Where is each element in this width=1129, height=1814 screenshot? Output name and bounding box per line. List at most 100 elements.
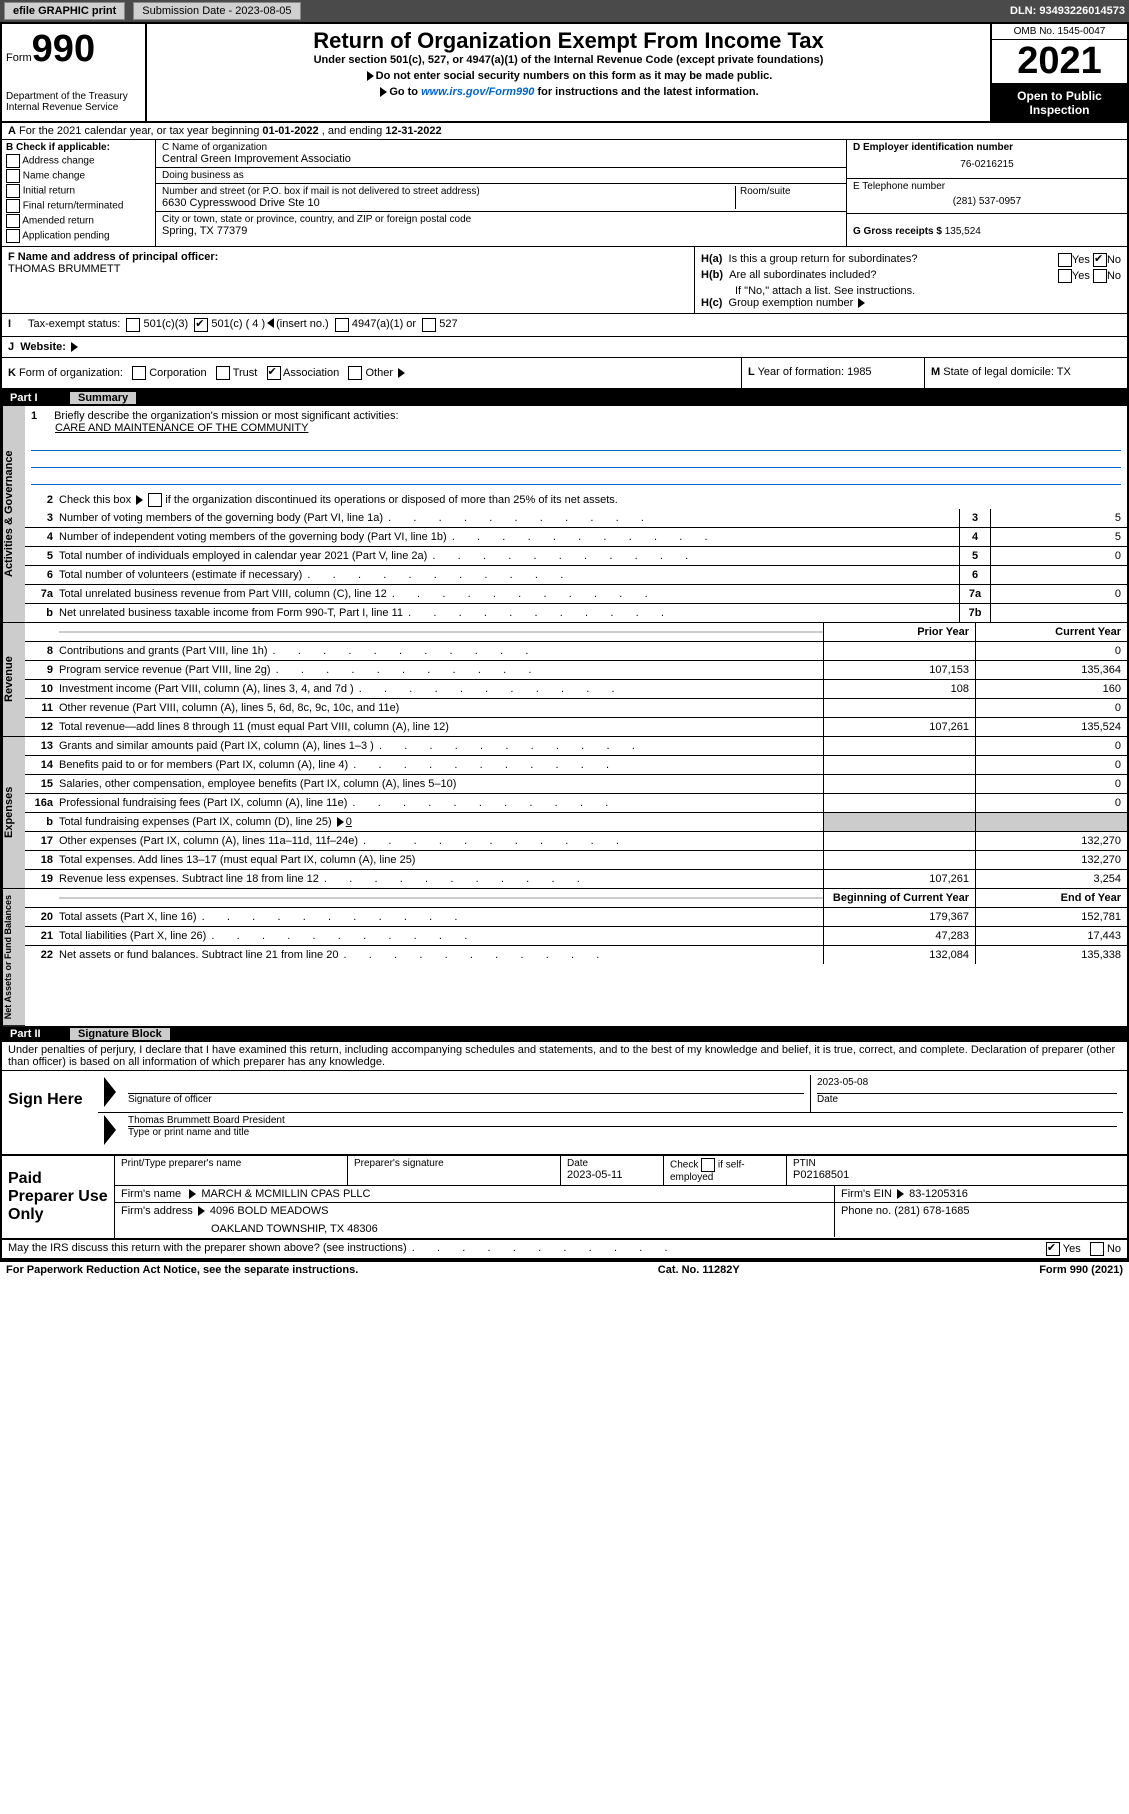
gross-receipts-value: 135,524 bbox=[945, 226, 981, 237]
firm-phone-label: Phone no. bbox=[841, 1205, 891, 1217]
firm-addr-label: Firm's address bbox=[121, 1205, 193, 1217]
corporation-checkbox[interactable] bbox=[132, 366, 146, 380]
irs-link[interactable]: www.irs.gov/Form990 bbox=[421, 86, 534, 98]
discuss-yes-checkbox[interactable] bbox=[1046, 1242, 1060, 1256]
501c3-checkbox[interactable] bbox=[126, 318, 140, 332]
signature-arrow-icon-2 bbox=[104, 1115, 116, 1145]
top-bar: efile GRAPHIC print Submission Date - 20… bbox=[0, 0, 1129, 22]
ptin-label: PTIN bbox=[793, 1158, 1121, 1169]
line-18-current: 132,270 bbox=[975, 851, 1127, 869]
org-name: Central Green Improvement Associatio bbox=[162, 153, 840, 165]
line-18: Total expenses. Add lines 13–17 (must eq… bbox=[59, 853, 823, 867]
signature-label: Signature of officer bbox=[128, 1094, 804, 1105]
date-label: Date bbox=[817, 1094, 1117, 1105]
line-6-value bbox=[990, 566, 1127, 584]
4947-checkbox[interactable] bbox=[335, 318, 349, 332]
other-checkbox[interactable] bbox=[348, 366, 362, 380]
line-10: Investment income (Part VIII, column (A)… bbox=[59, 682, 823, 696]
preparer-sig-label: Preparer's signature bbox=[354, 1158, 554, 1169]
line-13-prior bbox=[823, 737, 975, 755]
phone-value: (281) 537-0957 bbox=[853, 192, 1121, 211]
officer-label: F Name and address of principal officer: bbox=[8, 251, 218, 263]
name-change-checkbox[interactable]: Name change bbox=[6, 169, 151, 183]
ha-yes-checkbox[interactable] bbox=[1058, 253, 1072, 267]
line-5: Total number of individuals employed in … bbox=[59, 549, 959, 563]
side-label-governance: Activities & Governance bbox=[2, 406, 25, 623]
firm-addr-2: OAKLAND TOWNSHIP, TX 48306 bbox=[121, 1217, 828, 1235]
address-value: 6630 Cypresswood Drive Ste 10 bbox=[162, 197, 735, 209]
line-9-prior: 107,153 bbox=[823, 661, 975, 679]
form-identifier: Form 990 Department of the Treasury Inte… bbox=[2, 24, 147, 121]
form-org-label: Form of organization: bbox=[19, 367, 123, 379]
sign-date: 2023-05-08 bbox=[817, 1077, 1117, 1094]
line-22-current: 135,338 bbox=[975, 946, 1127, 964]
department: Department of the Treasury Internal Reve… bbox=[6, 91, 141, 113]
cat-number: Cat. No. 11282Y bbox=[658, 1264, 740, 1276]
address-change-checkbox[interactable]: Address change bbox=[6, 154, 151, 168]
instruction-2: Go to www.irs.gov/Form990 for instructio… bbox=[151, 86, 986, 98]
line-11: Other revenue (Part VIII, column (A), li… bbox=[59, 701, 823, 715]
line-12-current: 135,524 bbox=[975, 718, 1127, 736]
room-suite-label: Room/suite bbox=[735, 186, 840, 209]
line-2-checkbox[interactable] bbox=[148, 493, 162, 507]
line-11-prior bbox=[823, 699, 975, 717]
line-12: Total revenue—add lines 8 through 11 (mu… bbox=[59, 720, 823, 734]
efile-print-button[interactable]: efile GRAPHIC print bbox=[4, 2, 125, 20]
line-10-prior: 108 bbox=[823, 680, 975, 698]
preparer-name-label: Print/Type preparer's name bbox=[121, 1158, 341, 1169]
line-7b: Net unrelated business taxable income fr… bbox=[59, 606, 959, 620]
self-employed-checkbox[interactable] bbox=[701, 1158, 715, 1172]
ein-label: D Employer identification number bbox=[853, 142, 1013, 153]
firm-ein: 83-1205316 bbox=[909, 1188, 968, 1200]
association-checkbox[interactable] bbox=[267, 366, 281, 380]
column-b-checkboxes: B Check if applicable: Address change Na… bbox=[2, 140, 156, 246]
org-name-label: C Name of organization bbox=[162, 142, 840, 153]
line-15-current: 0 bbox=[975, 775, 1127, 793]
trust-checkbox[interactable] bbox=[216, 366, 230, 380]
initial-return-checkbox[interactable]: Initial return bbox=[6, 184, 151, 198]
line-1-label: Briefly describe the organization's miss… bbox=[54, 410, 398, 422]
501c-checkbox[interactable] bbox=[194, 318, 208, 332]
final-return-checkbox[interactable]: Final return/terminated bbox=[6, 199, 151, 213]
line-12-prior: 107,261 bbox=[823, 718, 975, 736]
line-11-current: 0 bbox=[975, 699, 1127, 717]
part-1-header: Part I Summary bbox=[2, 390, 1127, 406]
hb-no-checkbox[interactable] bbox=[1093, 269, 1107, 283]
discuss-no-checkbox[interactable] bbox=[1090, 1242, 1104, 1256]
firm-name: MARCH & MCMILLIN CPAS PLLC bbox=[201, 1188, 370, 1200]
527-checkbox[interactable] bbox=[422, 318, 436, 332]
application-pending-checkbox[interactable]: Application pending bbox=[6, 229, 151, 243]
line-20-current: 152,781 bbox=[975, 908, 1127, 926]
omb-number: OMB No. 1545-0047 bbox=[992, 24, 1127, 40]
prior-year-header: Prior Year bbox=[823, 623, 975, 641]
state-domicile-label: State of legal domicile: bbox=[943, 366, 1057, 378]
line-8: Contributions and grants (Part VIII, lin… bbox=[59, 644, 823, 658]
line-7a-value: 0 bbox=[990, 585, 1127, 603]
line-21: Total liabilities (Part X, line 26) bbox=[59, 929, 823, 943]
side-label-revenue: Revenue bbox=[2, 623, 25, 737]
form-number: 990 bbox=[32, 28, 95, 71]
row-a-tax-year: A For the 2021 calendar year, or tax yea… bbox=[2, 123, 1127, 140]
line-14-prior bbox=[823, 756, 975, 774]
form-title: Return of Organization Exempt From Incom… bbox=[151, 28, 986, 54]
line-18-prior bbox=[823, 851, 975, 869]
dln-number: DLN: 93493226014573 bbox=[1010, 5, 1125, 17]
ha-no-checkbox[interactable] bbox=[1093, 253, 1107, 267]
hc-label: Group exemption number bbox=[729, 297, 854, 309]
line-8-prior bbox=[823, 642, 975, 660]
line-16b: Total fundraising expenses (Part IX, col… bbox=[59, 815, 823, 829]
line-14-current: 0 bbox=[975, 756, 1127, 774]
line-9-current: 135,364 bbox=[975, 661, 1127, 679]
tax-exempt-label: Tax-exempt status: bbox=[28, 318, 120, 332]
hb-yes-checkbox[interactable] bbox=[1058, 269, 1072, 283]
line-3: Number of voting members of the governin… bbox=[59, 511, 959, 525]
line-4-value: 5 bbox=[990, 528, 1127, 546]
declaration-text: Under penalties of perjury, I declare th… bbox=[2, 1042, 1127, 1071]
name-title-label: Type or print name and title bbox=[128, 1127, 1117, 1138]
amended-return-checkbox[interactable]: Amended return bbox=[6, 214, 151, 228]
line-8-current: 0 bbox=[975, 642, 1127, 660]
prep-date: 2023-05-11 bbox=[567, 1169, 657, 1181]
line-10-current: 160 bbox=[975, 680, 1127, 698]
line-5-value: 0 bbox=[990, 547, 1127, 565]
line-16a: Professional fundraising fees (Part IX, … bbox=[59, 796, 823, 810]
